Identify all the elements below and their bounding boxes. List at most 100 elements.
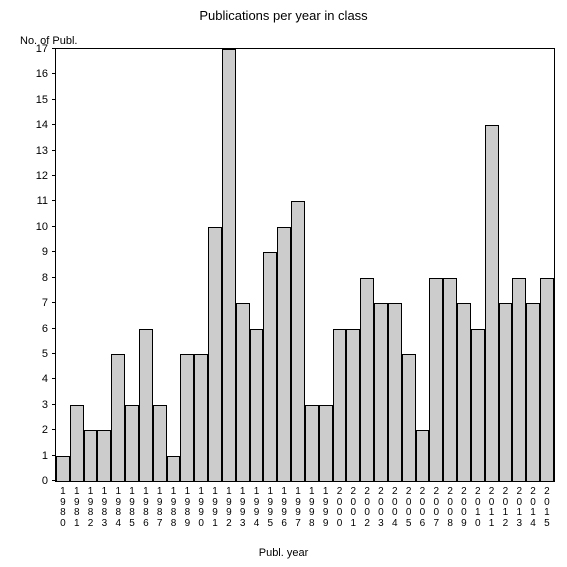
bar [263,252,277,481]
x-axis-title: Publ. year [0,547,567,559]
bar-slot: 1 9 9 3 [236,49,250,481]
bar [222,49,236,481]
bar [167,456,181,481]
bar-slot: 1 9 8 1 [70,49,84,481]
chart-title: Publications per year in class [0,8,567,23]
bar [305,405,319,481]
bar [153,405,167,481]
bar-slot: 1 9 8 2 [84,49,98,481]
bar-slot: 2 0 1 1 [485,49,499,481]
bar-slot: 2 0 0 8 [443,49,457,481]
y-tick-label: 10 [36,221,48,233]
bar-slot: 2 0 0 3 [374,49,388,481]
bar-slot: 2 0 0 4 [388,49,402,481]
x-tick-label: 2 0 0 6 [420,487,426,529]
x-tick-label: 1 9 8 8 [171,487,177,529]
y-tick-label: 12 [36,170,48,182]
bar [471,329,485,481]
bar-slot: 1 9 9 7 [291,49,305,481]
x-tick-label: 2 0 1 1 [489,487,495,529]
bar [429,278,443,481]
bar-slot: 1 9 8 3 [97,49,111,481]
bar-slot: 1 9 9 6 [277,49,291,481]
bar [97,430,111,481]
x-tick-label: 2 0 0 8 [447,487,453,529]
x-tick-label: 1 9 9 0 [198,487,204,529]
y-tick-label: 7 [42,297,48,309]
y-tick-label: 0 [42,475,48,487]
y-tick-mark [52,429,56,430]
x-tick-label: 1 9 9 1 [212,487,218,529]
bar [56,456,70,481]
bar [499,303,513,481]
y-tick-mark [52,480,56,481]
bar-slot: 2 0 0 2 [360,49,374,481]
x-tick-label: 1 9 8 5 [129,487,135,529]
bar-slot: 2 0 1 2 [499,49,513,481]
bar-slot: 1 9 8 5 [125,49,139,481]
bar [194,354,208,481]
y-tick-mark [52,277,56,278]
y-tick-label: 16 [36,68,48,80]
y-tick-label: 11 [37,195,48,207]
x-tick-label: 1 9 8 6 [143,487,149,529]
x-tick-label: 1 9 8 9 [185,487,191,529]
bar [416,430,430,481]
bar [208,227,222,481]
bar-slot: 1 9 9 0 [194,49,208,481]
bar [512,278,526,481]
bar-slot: 1 9 8 6 [139,49,153,481]
bar [443,278,457,481]
y-tick-label: 13 [36,145,48,157]
x-tick-label: 1 9 8 0 [60,487,66,529]
y-tick-label: 9 [42,246,48,258]
y-tick-label: 6 [42,323,48,335]
bar-slot: 1 9 9 9 [319,49,333,481]
x-tick-label: 2 0 1 2 [503,487,509,529]
x-tick-label: 2 0 0 0 [337,487,343,529]
x-tick-label: 1 9 9 8 [309,487,315,529]
bar [70,405,84,481]
x-tick-label: 1 9 9 4 [254,487,260,529]
x-tick-label: 1 9 9 9 [323,487,329,529]
bar [84,430,98,481]
bar-slot: 1 9 8 7 [153,49,167,481]
bar-slot: 1 9 8 9 [180,49,194,481]
y-tick-mark [52,404,56,405]
x-tick-label: 1 9 8 4 [115,487,121,529]
y-tick-mark [52,200,56,201]
bar-slot: 1 9 8 8 [167,49,181,481]
bar [374,303,388,481]
x-tick-label: 2 0 1 4 [530,487,536,529]
y-tick-label: 17 [36,43,48,55]
y-tick-mark [52,328,56,329]
x-tick-label: 2 0 0 3 [378,487,384,529]
bar [277,227,291,481]
bar-slot: 1 9 9 1 [208,49,222,481]
y-tick-mark [52,150,56,151]
y-tick-label: 2 [42,424,48,436]
bar-slot: 2 0 0 7 [429,49,443,481]
x-tick-label: 2 0 0 7 [433,487,439,529]
y-tick-mark [52,99,56,100]
y-tick-mark [52,251,56,252]
x-tick-label: 1 9 9 3 [240,487,246,529]
plot-area: 1 9 8 01 9 8 11 9 8 21 9 8 31 9 8 41 9 8… [55,48,555,482]
x-tick-label: 2 0 1 0 [475,487,481,529]
bars-row: 1 9 8 01 9 8 11 9 8 21 9 8 31 9 8 41 9 8… [56,49,554,481]
y-tick-mark [52,124,56,125]
bar [360,278,374,481]
bar [333,329,347,481]
bar-slot: 1 9 9 2 [222,49,236,481]
x-tick-label: 1 9 8 1 [74,487,80,529]
bar [125,405,139,481]
x-tick-label: 2 0 0 1 [351,487,357,529]
bar-slot: 2 0 0 9 [457,49,471,481]
bar-slot: 2 0 1 5 [540,49,554,481]
bar [319,405,333,481]
x-tick-label: 2 0 1 3 [516,487,522,529]
y-tick-mark [52,175,56,176]
bar [485,125,499,481]
x-tick-label: 2 0 0 9 [461,487,467,529]
y-tick-mark [52,353,56,354]
